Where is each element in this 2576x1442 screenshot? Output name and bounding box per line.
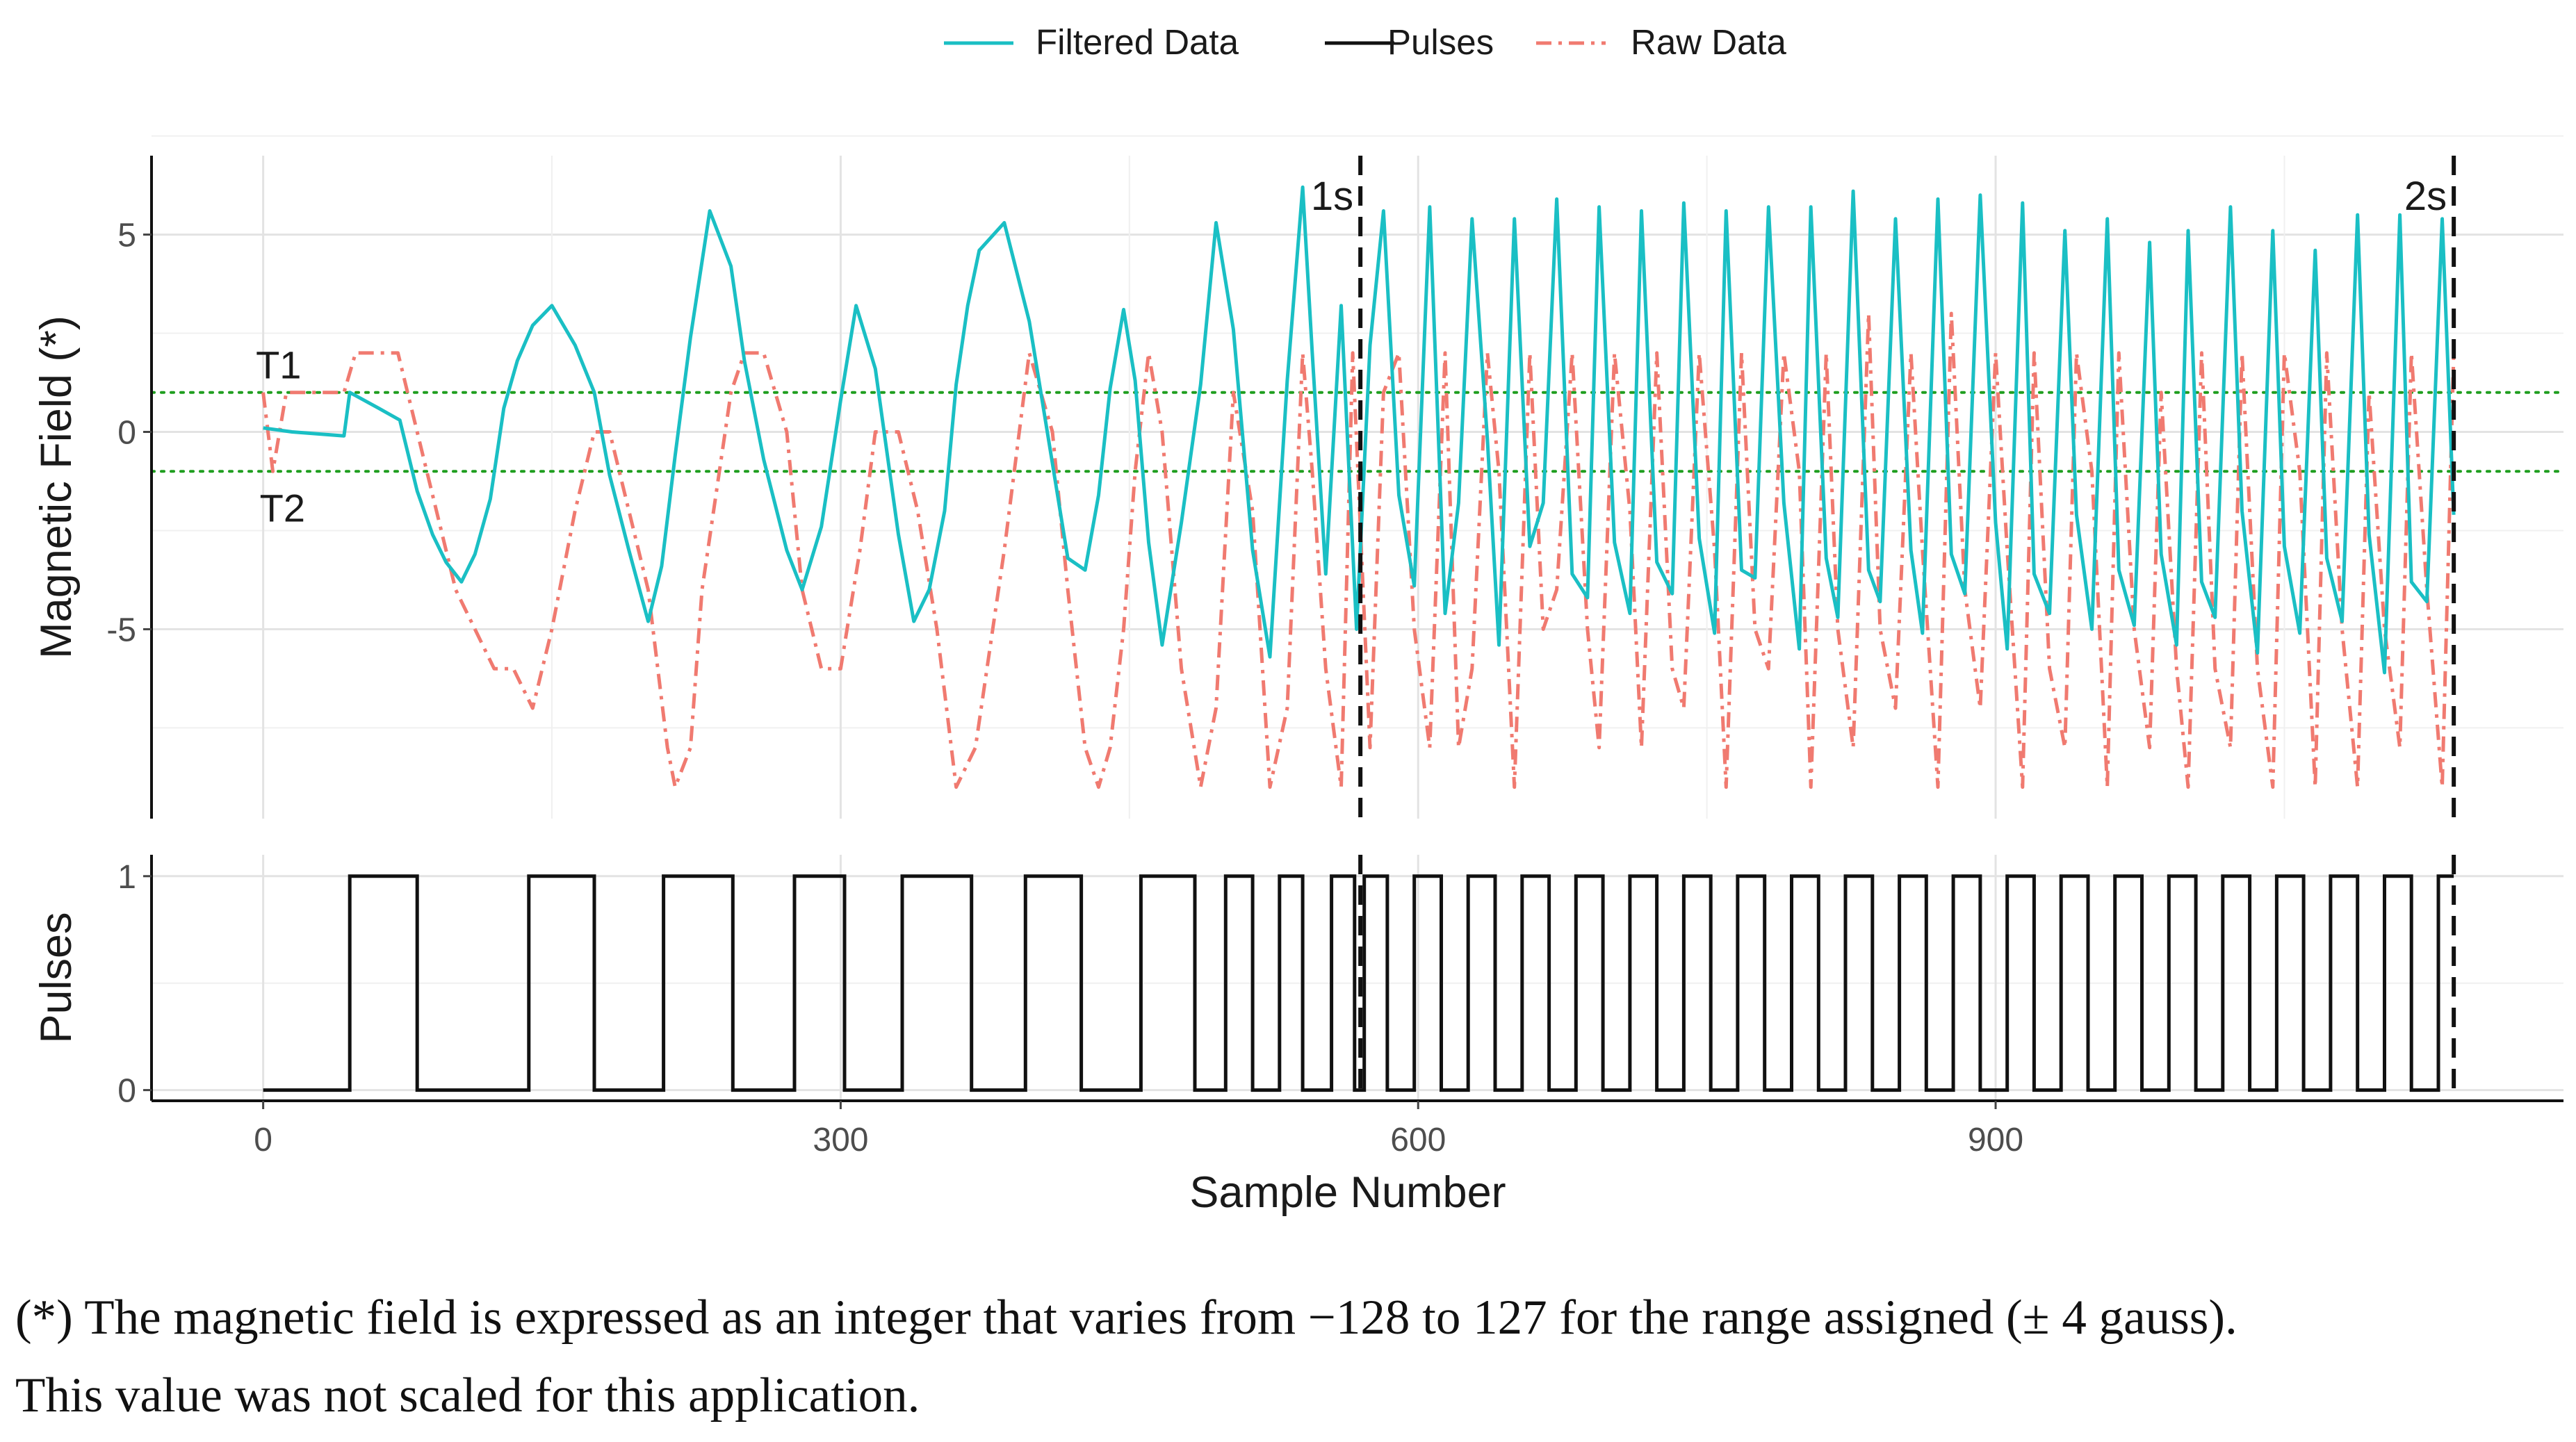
legend: Filtered Data Pulses Raw Data <box>944 22 1787 62</box>
bottom-ytick-label-1: 1 <box>117 859 136 896</box>
bottom-panel-grid <box>152 855 2563 1101</box>
axes: 5 0 -5 1 0 0 300 600 900 Sample Number Magnetic Fi… <box>32 156 2563 1217</box>
xtick-label-4: 900 <box>1968 1122 2023 1158</box>
footnote: (*) The magnetic field is expressed as a… <box>15 1279 2559 1434</box>
series-pulses <box>263 874 2454 1092</box>
legend-label-3: Raw Data <box>1631 22 1787 62</box>
marker-label-2s: 2s <box>2404 174 2447 219</box>
top-ytick-label-3: -5 <box>106 612 136 648</box>
series-filtered-data <box>263 185 2456 675</box>
x-axis-title: Sample Number <box>1189 1168 1506 1217</box>
threshold-label-t2: T2 <box>260 486 305 530</box>
legend-label-2: Pulses <box>1387 22 1494 62</box>
footnote-line-2: This value was not scaled for this appli… <box>15 1368 920 1423</box>
top-y-axis-title: Magnetic Field (*) <box>32 316 81 659</box>
footnote-line-1: (*) The magnetic field is expressed as a… <box>15 1291 2237 1345</box>
top-ytick-label-2: 0 <box>117 415 136 452</box>
time-markers: 1s 2s <box>1311 156 2456 1101</box>
xtick-label-2: 300 <box>813 1122 868 1158</box>
top-ytick-label-1: 5 <box>117 218 136 254</box>
magnetic-field-chart: Filtered Data Pulses Raw Data T1 T2 1s 2s 5 0 -5 1… <box>32 22 2565 1217</box>
series-raw-data <box>261 311 2456 789</box>
xtick-label-1: 0 <box>254 1122 272 1158</box>
bottom-y-axis-title: Pulses <box>32 912 81 1043</box>
threshold-label-t1: T1 <box>256 343 301 387</box>
bottom-ytick-label-2: 0 <box>117 1073 136 1110</box>
figure: Filtered Data Pulses Raw Data T1 T2 1s 2s 5 0 -5 1… <box>32 22 2565 1217</box>
thresholds: T1 T2 <box>150 343 2565 530</box>
legend-label-1: Filtered Data <box>1036 22 1239 62</box>
xtick-label-3: 600 <box>1390 1122 1446 1158</box>
marker-label-1s: 1s <box>1311 174 1353 219</box>
